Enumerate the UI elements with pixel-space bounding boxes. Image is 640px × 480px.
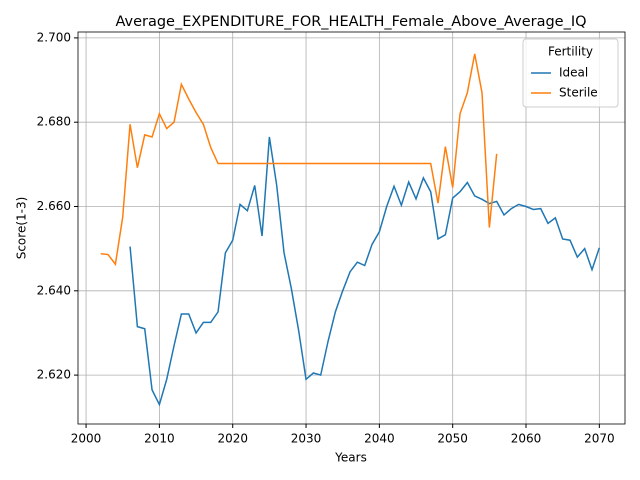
x-tick-label: 2060 [511, 432, 542, 446]
line-series [100, 53, 498, 267]
x-tick-label: 2030 [291, 432, 322, 446]
legend-box [522, 38, 619, 108]
plot-frame [77, 31, 626, 425]
y-axis-label: Score(1-3) [15, 197, 29, 260]
y-tick-label: 2.660 [37, 199, 71, 213]
y-tick-label: 2.680 [37, 115, 71, 129]
line-series [129, 136, 601, 407]
legend-label: Sterile [559, 86, 598, 100]
y-tick-label: 2.640 [37, 283, 71, 297]
y-tick-label: 2.620 [37, 368, 71, 382]
x-tick-label: 2000 [71, 432, 102, 446]
chart-title: Average_EXPENDITURE_FOR_HEALTH_Female_Ab… [115, 14, 586, 30]
legend-title: Fertility [548, 45, 593, 59]
y-tick-label: 2.700 [37, 30, 71, 44]
x-tick-label: 2070 [584, 432, 615, 446]
legend-label: Ideal [559, 66, 588, 80]
x-axis-label: Years [334, 451, 367, 465]
x-tick-label: 2050 [437, 432, 468, 446]
x-tick-label: 2020 [217, 432, 248, 446]
x-tick-label: 2010 [144, 432, 175, 446]
x-tick-label: 2040 [364, 432, 395, 446]
